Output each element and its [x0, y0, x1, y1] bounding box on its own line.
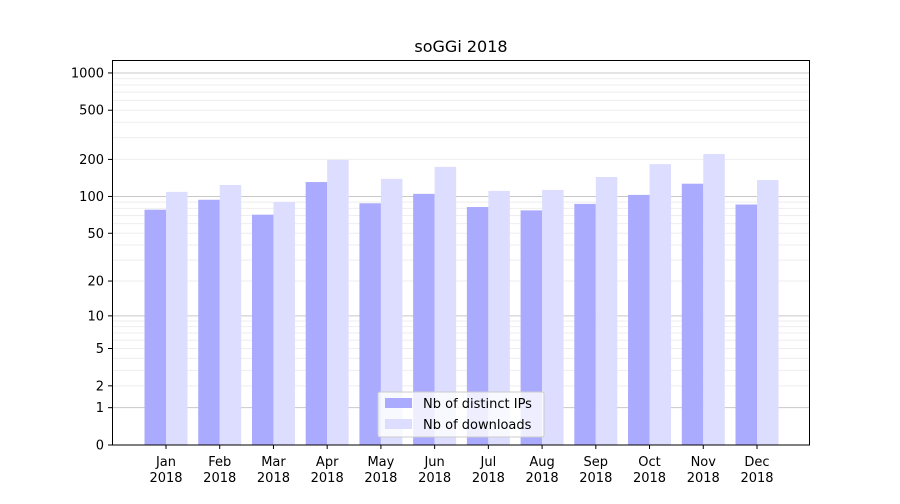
bar-downloads	[273, 202, 295, 445]
y-tick-label: 1000	[71, 66, 104, 81]
bar-downloads	[488, 190, 510, 445]
x-tick-label: Jun 2018	[418, 455, 451, 486]
bar-distinct-ips	[359, 203, 381, 445]
y-tick-label: 1	[96, 401, 104, 416]
bar-distinct-ips	[735, 204, 757, 445]
bar-downloads	[703, 154, 725, 445]
y-tick-label: 500	[79, 104, 104, 119]
legend: Nb of distinct IPs Nb of downloads	[377, 391, 545, 438]
y-tick-label: 2	[96, 379, 104, 394]
y-tick-label: 0	[96, 439, 104, 454]
bar-downloads	[649, 164, 672, 445]
bar-downloads	[166, 191, 188, 445]
x-tick-label: Nov 2018	[687, 455, 720, 486]
bar-downloads	[542, 189, 564, 445]
bar-distinct-ips	[413, 193, 435, 445]
bar-distinct-ips	[466, 207, 489, 445]
y-tick-label: 20	[87, 275, 104, 290]
bar-downloads	[757, 180, 779, 446]
bar-distinct-ips	[251, 214, 274, 445]
x-tick-label: Apr 2018	[311, 455, 344, 486]
y-tick-label: 10	[87, 309, 104, 324]
y-tick-label: 50	[87, 227, 104, 242]
x-tick-label: Oct 2018	[633, 455, 666, 486]
chart-title: soGGi 2018	[414, 37, 507, 56]
x-tick-label: Dec 2018	[740, 455, 773, 486]
legend-swatch-downloads	[385, 419, 412, 429]
x-tick-label: May 2018	[364, 455, 397, 486]
y-tick-label: 200	[79, 153, 104, 168]
bar-downloads	[434, 166, 457, 445]
x-tick-label: Jan 2018	[149, 455, 182, 486]
legend-label-downloads: Nb of downloads	[423, 418, 532, 433]
bar-distinct-ips	[144, 209, 166, 445]
legend-label-ips: Nb of distinct IPs	[423, 397, 532, 412]
plot-frame	[112, 60, 810, 446]
x-tick-label: Sep 2018	[579, 455, 612, 486]
bar-downloads	[380, 178, 403, 445]
bar-distinct-ips	[305, 182, 328, 445]
x-tick-label: Mar 2018	[257, 455, 290, 486]
bar-downloads	[327, 159, 349, 446]
bar-distinct-ips	[681, 183, 704, 445]
y-tick-label: 100	[79, 190, 104, 205]
y-tick-label: 5	[96, 342, 104, 357]
bar-distinct-ips	[520, 210, 543, 445]
bar-distinct-ips	[574, 203, 596, 445]
bar-downloads	[219, 184, 242, 445]
x-tick-label: Jul 2018	[472, 455, 505, 486]
bar-downloads	[595, 176, 618, 446]
bar-distinct-ips	[198, 199, 220, 445]
x-tick-label: Feb 2018	[203, 455, 236, 486]
legend-swatch-ips	[385, 398, 412, 408]
x-tick-label: Aug 2018	[526, 455, 559, 486]
bar-distinct-ips	[628, 194, 650, 445]
